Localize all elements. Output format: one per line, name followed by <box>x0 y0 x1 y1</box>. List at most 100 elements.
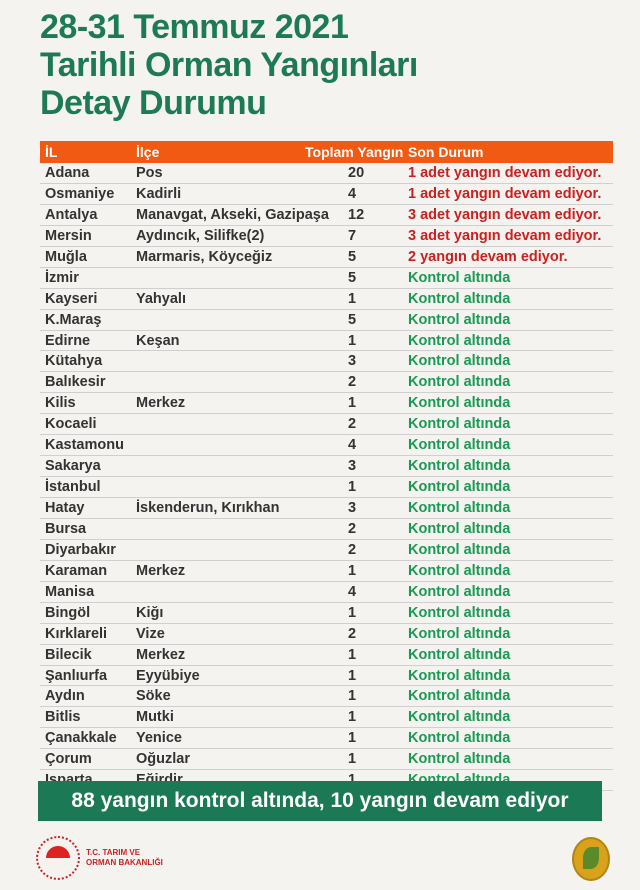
cell-toplam: 1 <box>348 395 357 412</box>
ministry-name: T.C. TARIM VE ORMAN BAKANLIĞI <box>86 848 163 867</box>
cell-il: Karaman <box>45 562 108 579</box>
cell-toplam: 1 <box>348 290 357 307</box>
cell-toplam: 12 <box>348 206 365 223</box>
cell-durum: Kontrol altında <box>408 583 511 600</box>
cell-il: Diyarbakır <box>45 541 116 558</box>
table-row: Bingöl Kiğı 1 Kontrol altında <box>40 603 613 624</box>
cell-ilce: Merkez <box>136 562 186 579</box>
cell-ilce: Kadirli <box>136 185 182 202</box>
cell-toplam: 1 <box>348 479 357 496</box>
cell-il: Antalya <box>45 206 98 223</box>
table-row: Balıkesir 2 Kontrol altında <box>40 372 613 394</box>
table-row: Edirne Keşan 1 Kontrol altında <box>40 331 613 352</box>
table-row: İzmir 5 Kontrol altında <box>40 268 613 289</box>
cell-durum: Kontrol altında <box>408 688 511 705</box>
cell-toplam: 3 <box>348 353 357 370</box>
title-line: 28-31 Temmuz 2021 <box>40 8 349 46</box>
table-row: Karaman Merkez 1 Kontrol altında <box>40 561 613 582</box>
cell-toplam: 1 <box>348 709 357 726</box>
cell-il: Edirne <box>45 332 91 349</box>
cell-ilce: Manavgat, Akseki, Gazipaşa <box>136 206 329 223</box>
cell-durum: Kontrol altında <box>408 667 511 684</box>
cell-il: Kastamonu <box>45 437 124 454</box>
cell-ilce: Oğuzlar <box>136 751 190 768</box>
table-row: Çorum Oğuzlar 1 Kontrol altında <box>40 749 613 771</box>
cell-toplam: 1 <box>348 772 356 788</box>
cell-il: K.Maraş <box>45 311 102 328</box>
table-row: Muğla Marmaris, Köyceğiz 5 2 yangın devam e… <box>40 247 613 268</box>
table-row: Kayseri Yahyalı 1 Kontrol altında <box>40 289 613 310</box>
table-row: İstanbul 1 Kontrol altında <box>40 477 613 498</box>
table-row: Bursa 2 Kontrol altında <box>40 519 613 540</box>
cell-toplam: 1 <box>348 751 357 768</box>
cell-toplam: 4 <box>348 437 357 454</box>
cell-toplam: 2 <box>348 541 357 558</box>
header-il: İL <box>45 144 58 160</box>
cell-durum: Kontrol altında <box>408 290 511 307</box>
cell-durum: 1 adet yangın devam ediyor. <box>408 185 602 202</box>
table-row: Aydın Söke 1 Kontrol altında <box>40 686 613 708</box>
cell-ilce: Aydıncık, Silifke(2) <box>136 227 265 244</box>
cell-il: Aydın <box>45 688 85 705</box>
cell-il: Bilecik <box>45 646 92 663</box>
cell-il: Muğla <box>45 248 87 265</box>
cell-ilce: Marmaris, Köyceğiz <box>136 248 273 265</box>
cell-il: Sakarya <box>45 458 101 475</box>
cell-il: Kilis <box>45 395 76 412</box>
cell-durum: Kontrol altında <box>408 353 511 370</box>
cell-durum: Kontrol altında <box>408 437 511 454</box>
forestry-logo <box>572 837 610 881</box>
table-row: K.Maraş 5 Kontrol altında <box>40 310 613 331</box>
cell-toplam: 1 <box>348 646 357 663</box>
cell-ilce: Eyyübiye <box>136 667 200 684</box>
ministry-logo <box>36 836 80 880</box>
cell-durum: Kontrol altında <box>408 416 511 433</box>
cell-toplam: 5 <box>348 311 357 328</box>
cell-toplam: 4 <box>348 185 357 202</box>
cell-ilce: Keşan <box>136 332 180 349</box>
cell-toplam: 2 <box>348 416 357 433</box>
cell-il: İstanbul <box>45 479 101 496</box>
cell-il: Balıkesir <box>45 374 106 391</box>
cell-durum: Kontrol altında <box>408 269 511 286</box>
cell-il: Kütahya <box>45 353 103 370</box>
cell-il: Adana <box>45 165 90 181</box>
summary-banner: 88 yangın kontrol altında, 10 yangın dev… <box>38 781 602 821</box>
header-ilce: İlçe <box>136 144 160 160</box>
cell-il: Mersin <box>45 227 92 244</box>
cell-durum: Kontrol altında <box>408 332 511 349</box>
cell-durum: Kontrol altında <box>408 500 511 516</box>
cell-ilce: Yahyalı <box>136 290 186 307</box>
cell-il: Şanlıurfa <box>45 667 108 684</box>
fire-status-table: İL İlçe Toplam Yangın Son Durum Adana Pos… <box>40 141 613 792</box>
cell-toplam: 3 <box>348 500 357 516</box>
cell-toplam: 1 <box>348 332 357 349</box>
cell-toplam: 2 <box>348 520 357 537</box>
cell-durum: Kontrol altında <box>408 646 511 663</box>
table-row: Kütahya 3 Kontrol altında <box>40 351 613 373</box>
cell-toplam: 7 <box>348 227 357 244</box>
table-row: Antalya Manavgat, Akseki, Gazipaşa 12 3 ade… <box>40 205 613 226</box>
cell-durum: Kontrol altında <box>408 374 511 391</box>
cell-durum: Kontrol altında <box>408 751 511 768</box>
cell-durum: Kontrol altında <box>408 730 511 747</box>
cell-durum: Kontrol altında <box>408 541 511 558</box>
table-row: Osmaniye Kadirli 4 1 adet yangın devam ediy… <box>40 184 613 205</box>
cell-il: Çanakkale <box>45 730 117 747</box>
table-row: Sakarya 3 Kontrol altında <box>40 456 613 478</box>
cell-toplam: 1 <box>348 562 357 579</box>
cell-toplam: 1 <box>348 688 357 705</box>
cell-durum: Kontrol altında <box>408 479 511 496</box>
cell-durum: Kontrol altında <box>408 520 511 537</box>
cell-ilce: Vize <box>136 625 165 642</box>
cell-toplam: 2 <box>348 374 357 391</box>
table-row: Diyarbakır 2 Kontrol altında <box>40 540 613 561</box>
cell-durum: Kontrol altında <box>408 604 511 621</box>
cell-durum: Kontrol altında <box>408 562 511 579</box>
cell-toplam: 5 <box>348 248 357 265</box>
cell-il: Bitlis <box>45 709 81 726</box>
cell-il: Bingöl <box>45 604 91 621</box>
title-line: Detay Durumu <box>40 84 267 122</box>
table-row: Kocaeli 2 Kontrol altında <box>40 414 613 436</box>
table-row: Mersin Aydıncık, Silifke(2) 7 3 adet yangın… <box>40 226 613 247</box>
